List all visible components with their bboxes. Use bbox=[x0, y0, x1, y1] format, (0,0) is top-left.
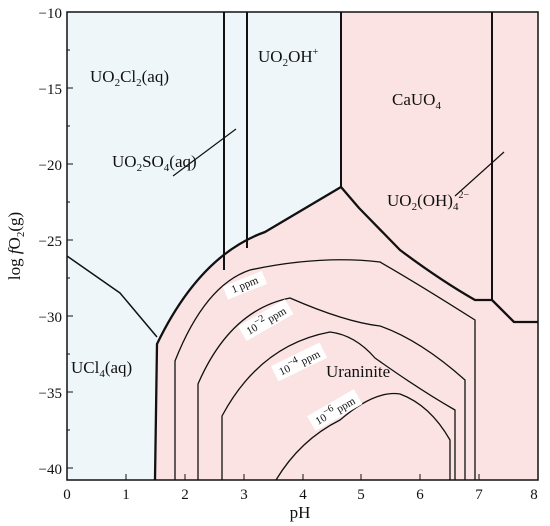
y-axis-label: log fO2(g) bbox=[5, 212, 27, 280]
x-tick-label: 1 bbox=[122, 487, 130, 503]
x-axis-label: pH bbox=[290, 503, 311, 522]
y-tick-label: −35 bbox=[39, 386, 62, 402]
x-tick-label: 7 bbox=[475, 487, 483, 503]
field-label-ucl4: UCl4(aq) bbox=[71, 358, 132, 380]
contour-1ppm bbox=[174, 259, 476, 480]
y-tick-label: −30 bbox=[39, 310, 62, 326]
x-tick-labels: 0 1 2 3 4 5 6 7 8 bbox=[63, 487, 538, 503]
x-tick-label: 8 bbox=[530, 487, 538, 503]
contour-1e-6ppm bbox=[275, 392, 451, 481]
field-label-cauo4: CaUO4 bbox=[392, 90, 441, 112]
y-tick-labels: −10 −15 −20 −25 −30 −35 −40 bbox=[39, 6, 62, 478]
solubility-contours bbox=[174, 259, 476, 481]
y-tick-label: −10 bbox=[39, 6, 62, 22]
pink-field-background bbox=[155, 12, 538, 480]
field-label-uo2cl2: UO2Cl2(aq) bbox=[90, 67, 169, 89]
y-tick-label: −15 bbox=[39, 82, 62, 98]
field-label-uraninite: Uraninite bbox=[326, 362, 390, 381]
x-tick-label: 4 bbox=[299, 487, 307, 503]
field-label-uo2so4: UO2SO4(aq) bbox=[112, 152, 197, 174]
x-tick-label: 5 bbox=[357, 487, 365, 503]
x-tick-label: 0 bbox=[63, 487, 71, 503]
x-tick-label: 6 bbox=[416, 487, 424, 503]
field-label-uo2oh4: UO2(OH)42− bbox=[387, 190, 469, 213]
field-label-uo2oh: UO2OH+ bbox=[258, 47, 319, 69]
x-tick-label: 3 bbox=[240, 487, 248, 503]
plot-frame bbox=[66, 11, 539, 481]
field-boundaries bbox=[66, 12, 538, 481]
contour-1e-4ppm bbox=[221, 331, 456, 480]
y-tick-label: −40 bbox=[39, 462, 62, 478]
y-tick-label: −20 bbox=[39, 158, 62, 174]
x-tick-label: 2 bbox=[181, 487, 189, 503]
contour-1e-2ppm bbox=[197, 297, 466, 480]
y-tick-label: −25 bbox=[39, 234, 62, 250]
